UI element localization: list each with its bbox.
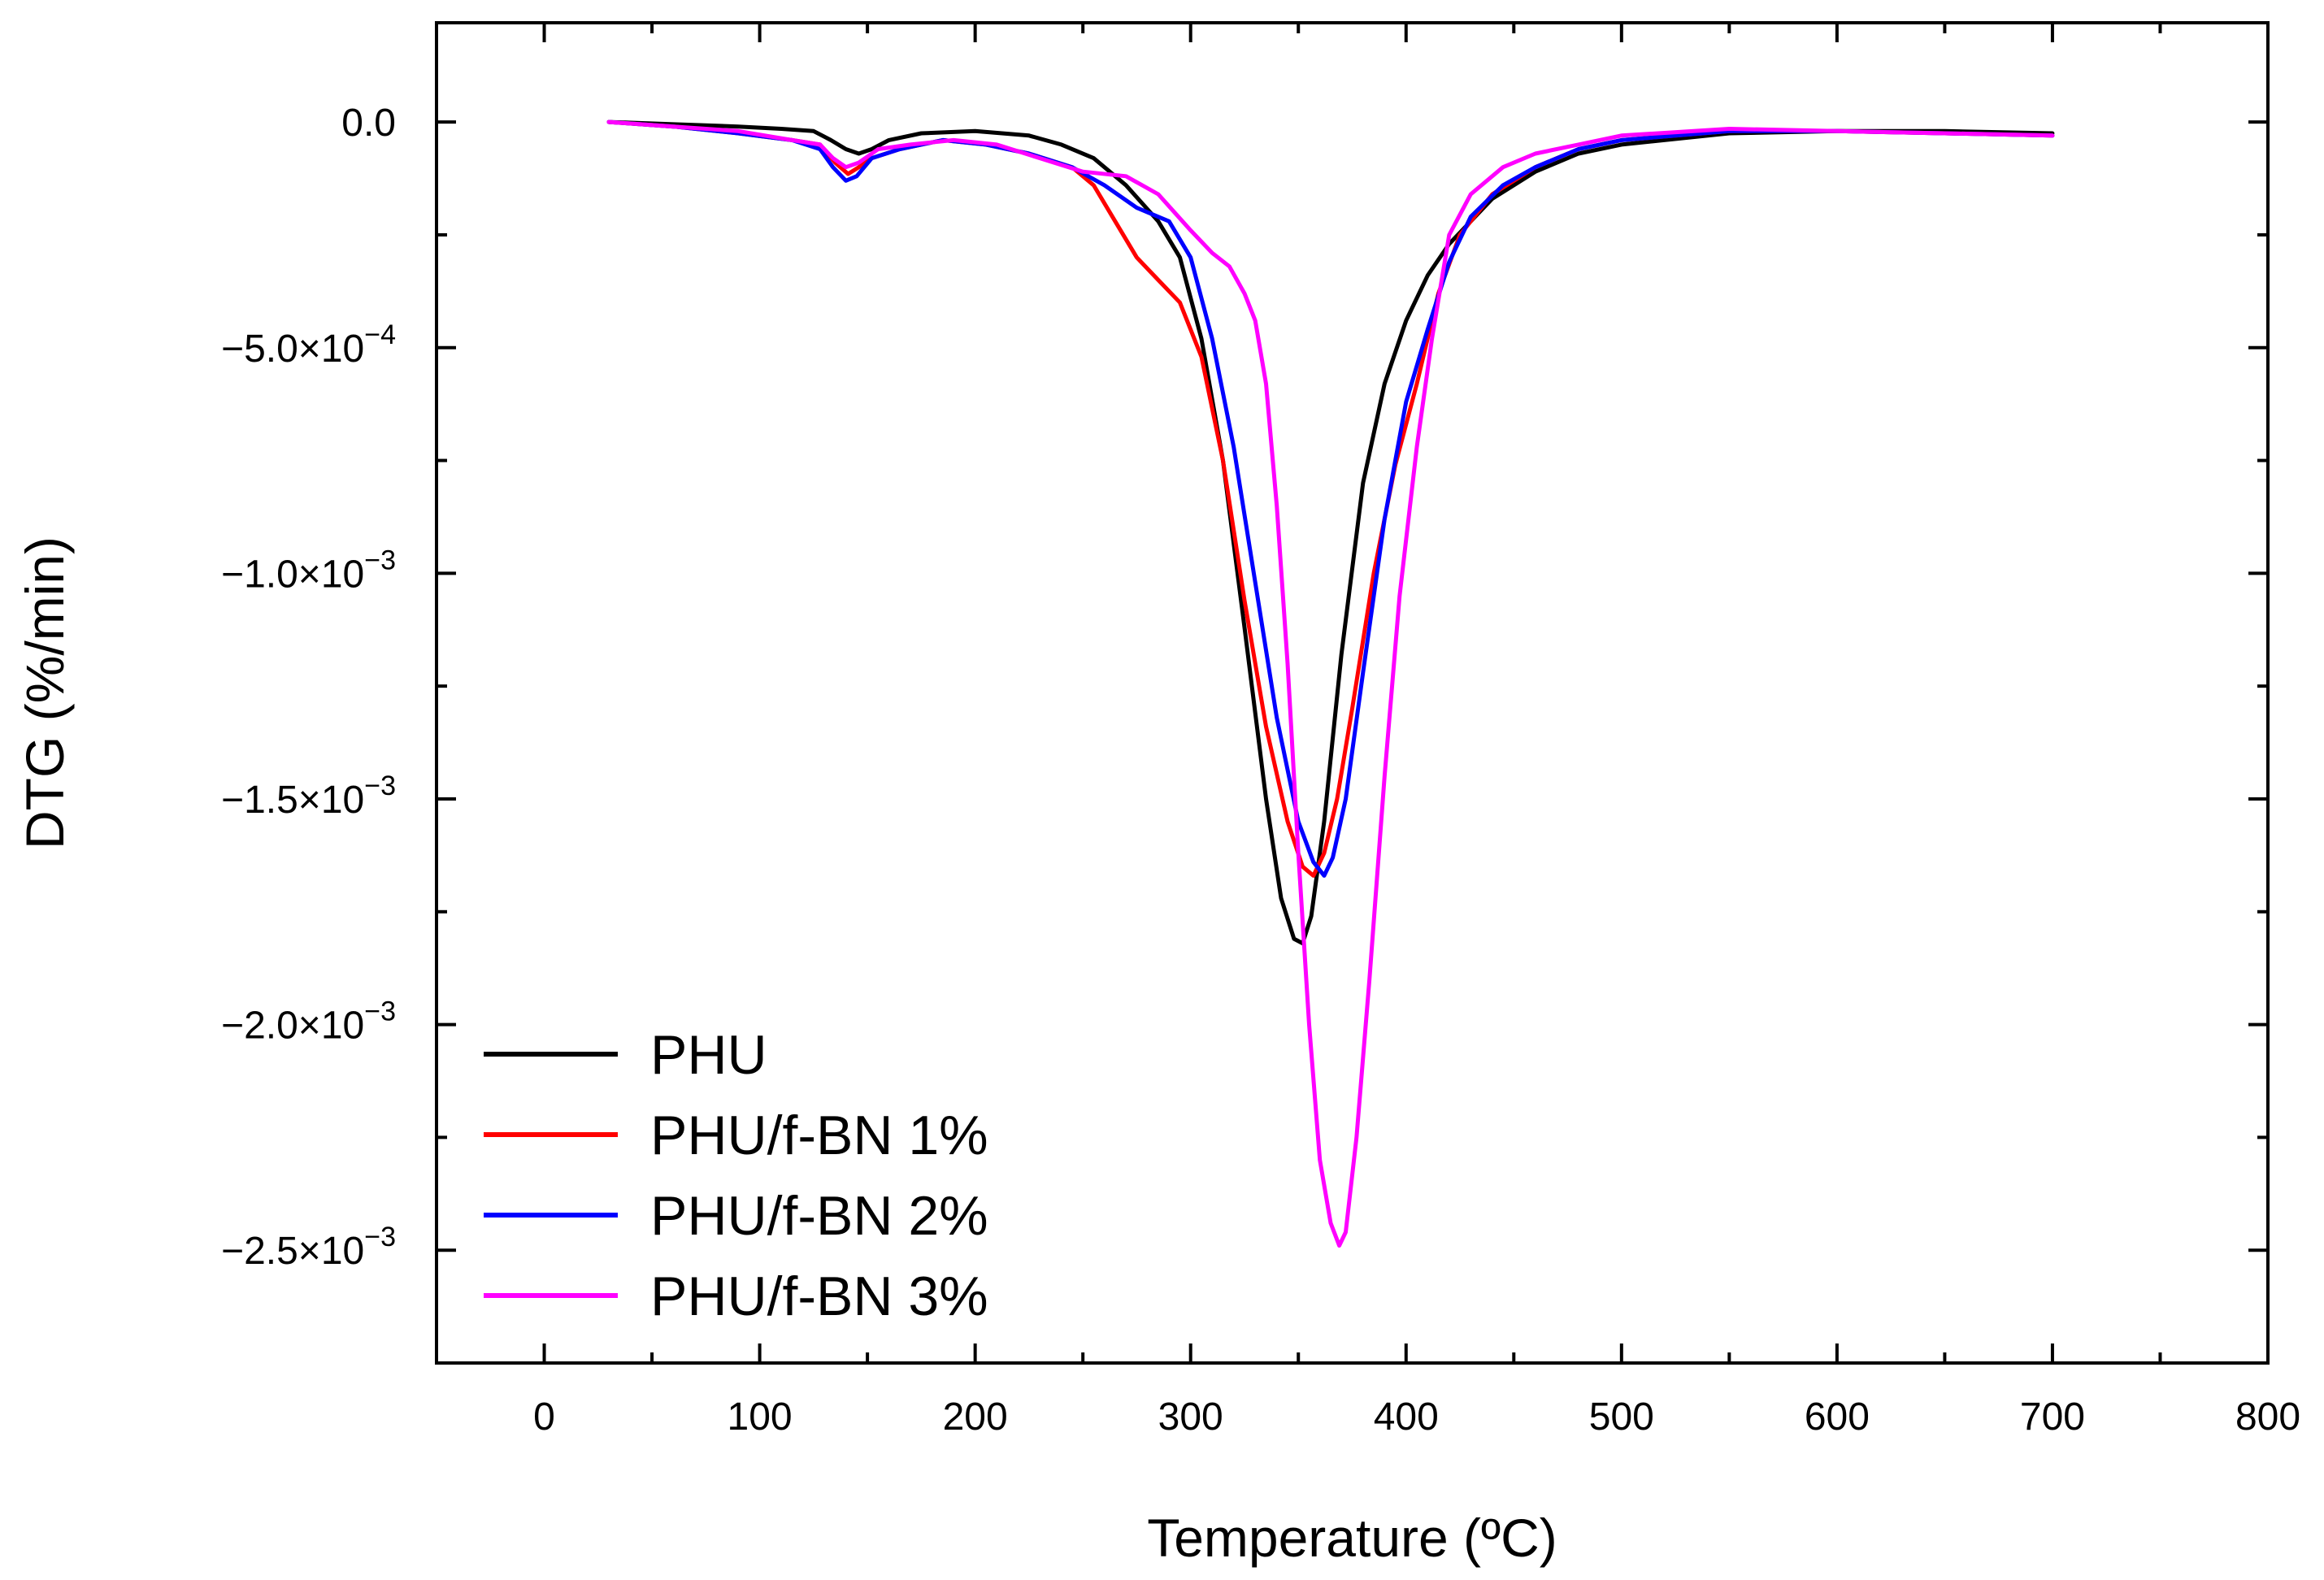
x-tick-label: 600 — [1805, 1396, 1870, 1439]
series-line-3 — [606, 119, 2055, 878]
x-tick-label: 800 — [2235, 1396, 2300, 1439]
legend-label: PHU/f-BN 1% — [650, 1105, 988, 1166]
x-axis: 0 100 200 300 400 500 600 700 800 — [435, 23, 2300, 1439]
x-axis-title: Temperature (ºC) — [1147, 1508, 1557, 1568]
series-layer — [606, 119, 2055, 1248]
x-tick-label: 300 — [1158, 1396, 1223, 1439]
x-tick-label: 700 — [2020, 1396, 2085, 1439]
y-tick-label: −2.5×10−3 — [221, 1222, 396, 1273]
x-tick-label: 0 — [533, 1396, 555, 1439]
y-tick-label: −2.0×10−3 — [221, 996, 396, 1048]
y-axis-title: DTG (%/min) — [15, 536, 75, 849]
x-tick-label: 200 — [943, 1396, 1008, 1439]
y-tick-label: −1.5×10−3 — [221, 770, 396, 822]
x-tick-label: 400 — [1374, 1396, 1439, 1439]
legend-label: PHU — [650, 1024, 767, 1086]
series-line-1 — [606, 119, 2055, 946]
legend: PHU PHU/f-BN 1% PHU/f-BN 2% PHU/f-BN 3% — [484, 1024, 988, 1327]
x-tick-label: 100 — [728, 1396, 793, 1439]
series-line-4 — [606, 119, 2055, 1248]
legend-label: PHU/f-BN 3% — [650, 1265, 988, 1327]
legend-label: PHU/f-BN 2% — [650, 1185, 988, 1247]
x-tick-label: 500 — [1589, 1396, 1654, 1439]
y-tick-label: −5.0×10−4 — [221, 319, 396, 371]
y-tick-label: 0.0 — [341, 102, 396, 145]
plot-frame — [435, 21, 2270, 1365]
y-axis: 0.0 −5.0×10−4 −1.0×10−3 −1.5×10−3 −2.0×10−3 −… — [221, 102, 2268, 1273]
y-tick-label: −1.0×10−3 — [221, 545, 396, 596]
